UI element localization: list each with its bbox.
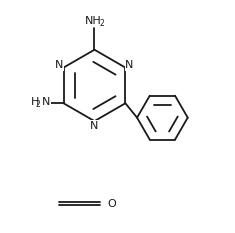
Text: H: H <box>31 97 39 107</box>
Text: 2: 2 <box>35 100 40 109</box>
Text: N: N <box>125 60 134 70</box>
Text: N: N <box>42 97 51 107</box>
Text: N: N <box>55 60 64 70</box>
Text: NH: NH <box>85 16 102 26</box>
Text: O: O <box>107 199 116 209</box>
Text: N: N <box>90 121 99 131</box>
Text: 2: 2 <box>99 19 104 28</box>
